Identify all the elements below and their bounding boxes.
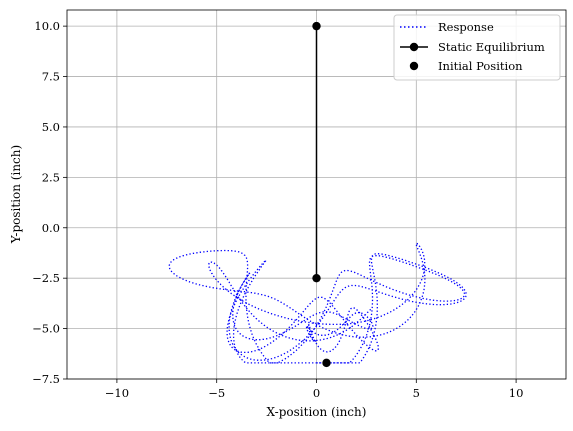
legend-initial-label: Initial Position [438, 59, 523, 73]
legend-response-label: Response [438, 20, 494, 34]
legend: Response Static Equilibrium Initial Posi… [393, 14, 561, 81]
y-tick-label: 5.0 [42, 120, 60, 134]
legend-equilibrium-marker [409, 42, 419, 52]
y-tick-label: −2.5 [32, 271, 60, 285]
y-tick-label: 0.0 [42, 221, 60, 235]
x-tick-label: 0 [313, 386, 320, 400]
x-tick-label: 5 [413, 386, 420, 400]
initial-position-series [322, 358, 331, 368]
y-tick-label: 10.0 [34, 19, 60, 33]
y-tick-label: −7.5 [32, 372, 60, 386]
initial-position-point [322, 358, 331, 368]
legend-initial-marker [409, 61, 419, 71]
x-tick-label: −10 [105, 386, 129, 400]
static-equilibrium-series [312, 21, 321, 283]
x-axis-label: X-position (inch) [267, 405, 367, 419]
response-line [168, 242, 467, 364]
x-tick-label: −5 [208, 386, 225, 400]
x-tick-label: 10 [509, 386, 524, 400]
legend-box [393, 14, 561, 81]
equilibrium-point [312, 21, 321, 31]
y-tick-label: 7.5 [42, 70, 60, 84]
legend-equilibrium-label: Static Equilibrium [438, 40, 545, 54]
equilibrium-point [312, 273, 321, 283]
y-axis-ticks: −7.5 −5.0 −2.5 0.0 2.5 5.0 7.5 10.0 [32, 19, 67, 386]
y-axis-label: Y-position (inch) [9, 145, 23, 244]
response-series [168, 242, 467, 364]
y-tick-label: 2.5 [42, 170, 60, 184]
x-axis-ticks: −10 −5 0 5 10 [105, 379, 524, 400]
y-tick-label: −5.0 [32, 322, 60, 336]
